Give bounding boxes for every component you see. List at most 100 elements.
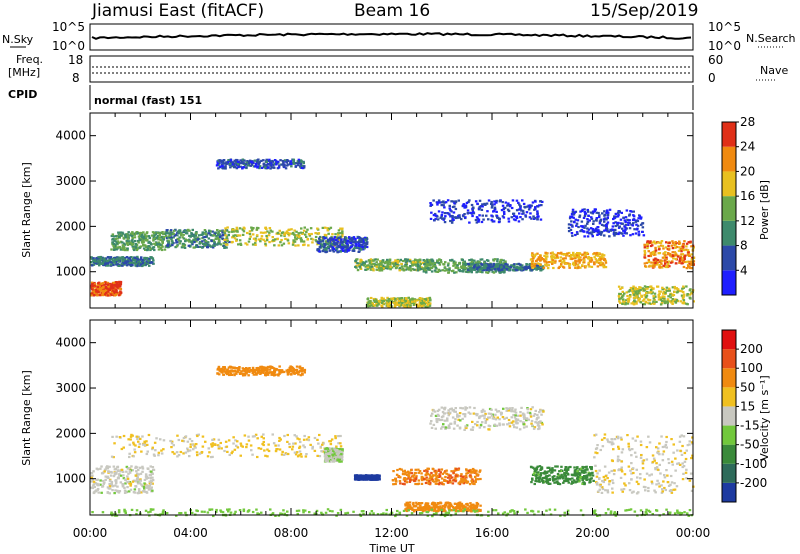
echo-cell (113, 473, 117, 476)
echo-cell (315, 240, 318, 243)
echo-cell (372, 298, 376, 301)
echo-cell (196, 434, 199, 438)
echo-cell (364, 236, 367, 239)
echo-cell (278, 439, 281, 442)
echo-cell (684, 254, 687, 257)
echo-cell (494, 269, 498, 272)
echo-cell (318, 246, 322, 249)
echo-cell (481, 203, 484, 206)
echo-cell (475, 271, 478, 274)
echo-cell (637, 297, 641, 300)
echo-cell (231, 228, 234, 231)
echo-cell (91, 292, 94, 295)
echo-cell (583, 214, 587, 218)
cpid-value: normal (fast) 151 (94, 94, 202, 107)
echo-cell (99, 479, 102, 482)
echo-cell (302, 444, 305, 447)
echo-cell (220, 447, 223, 450)
echo-cell (265, 237, 269, 240)
echo-cell (673, 300, 677, 303)
echo-cell (629, 289, 632, 292)
echo-cell (284, 237, 287, 240)
echo-cell (145, 477, 148, 480)
echo-cell (307, 436, 311, 439)
echo-cell (375, 268, 378, 271)
echo-cell (260, 237, 263, 240)
echo-cell (142, 485, 146, 488)
echo-cell (628, 219, 631, 222)
echo-cell (670, 244, 673, 247)
echo-cell (574, 218, 577, 221)
echo-cell (101, 485, 105, 488)
echo-cell (105, 466, 109, 470)
echo-cell (300, 240, 303, 243)
echo-cell (507, 202, 510, 205)
echo-cell (298, 234, 301, 237)
echo-cell (286, 440, 289, 443)
echo-cell (470, 268, 473, 271)
echo-cell (122, 477, 126, 480)
echo-cell (90, 261, 93, 264)
echo-cell (637, 230, 641, 233)
echo-cell (119, 290, 122, 293)
echo-cell (136, 492, 140, 495)
echo-cell (248, 232, 252, 236)
echo-cell (233, 164, 236, 167)
echo-cell (149, 488, 152, 491)
echo-cell (336, 241, 339, 244)
echo-cell (169, 439, 172, 443)
echo-cell (681, 253, 685, 256)
echo-cell (241, 367, 245, 370)
echo-cell (129, 435, 133, 438)
echo-cell (218, 162, 221, 165)
echo-cell (232, 436, 235, 439)
nsky-trace (91, 32, 692, 40)
echo-cell (652, 297, 656, 300)
echo-cell (236, 159, 239, 162)
echo-cell (495, 267, 499, 271)
echo-cell (406, 260, 409, 263)
echo-cell (113, 284, 116, 287)
echo-cell (154, 243, 157, 246)
echo-cell (412, 303, 416, 306)
echo-cell (616, 215, 620, 218)
echo-cell (111, 238, 114, 241)
echo-cell (637, 217, 640, 220)
echo-cell (358, 240, 361, 244)
echo-cell (180, 246, 184, 249)
echo-cell (234, 229, 237, 232)
echo-cell (628, 227, 632, 230)
echo-cell (280, 453, 284, 456)
echo-cell (121, 485, 125, 488)
echo-cell (100, 262, 104, 265)
echo-cell (92, 480, 96, 483)
freq-panel (89, 55, 694, 83)
echo-cell (365, 243, 369, 246)
echo-cell (287, 242, 291, 245)
echo-cell (151, 489, 154, 492)
echo-cell (515, 209, 519, 212)
echo-cell (195, 443, 198, 446)
echo-cell (117, 469, 120, 472)
echo-cell (638, 289, 641, 292)
echo-cell (251, 453, 254, 456)
echo-cell (233, 237, 237, 240)
echo-cell (443, 212, 447, 215)
echo-cell (370, 263, 373, 266)
echo-cell (249, 160, 253, 163)
echo-cell (666, 289, 669, 292)
echo-cell (123, 491, 127, 494)
echo-cell (522, 202, 526, 205)
echo-cell (276, 231, 280, 234)
echo-cell (597, 261, 601, 265)
echo-cell (142, 235, 146, 238)
echo-cell (170, 440, 174, 443)
echo-cell (241, 167, 244, 170)
echo-cell (415, 264, 418, 267)
echo-cell (285, 161, 289, 164)
echo-cell (134, 246, 137, 249)
echo-cell (456, 266, 459, 270)
echo-cell (470, 212, 474, 215)
echo-cell (270, 365, 274, 369)
echo-cell (660, 266, 664, 269)
